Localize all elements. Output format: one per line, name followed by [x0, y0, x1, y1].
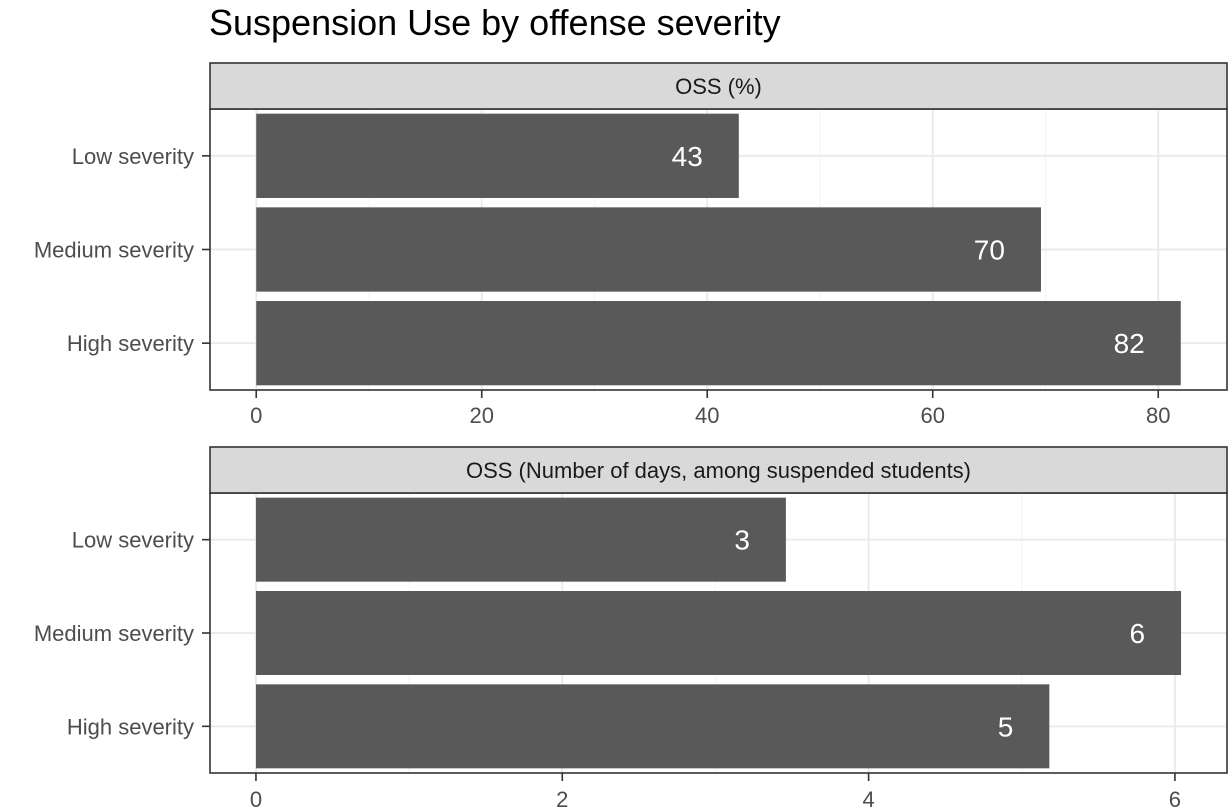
x-tick-label: 2 [556, 787, 568, 812]
y-tick-label: Low severity [72, 528, 194, 553]
x-tick-label: 80 [1146, 403, 1170, 428]
bar-label-3: 82 [1114, 328, 1145, 359]
bar-label-2: 70 [974, 235, 1005, 266]
y-tick-label: High severity [67, 714, 194, 739]
facet-strip-label: OSS (%) [675, 74, 762, 99]
bar-1 [255, 497, 786, 582]
bar-label-1: 3 [734, 525, 750, 556]
bar-label-1: 43 [672, 141, 703, 172]
x-tick-label: 6 [1169, 787, 1181, 812]
y-tick-label: Medium severity [34, 621, 194, 646]
facet-strip-label: OSS (Number of days, among suspended stu… [466, 458, 971, 483]
bar-2 [256, 207, 1041, 292]
bar-label-2: 6 [1129, 618, 1145, 649]
facet-strip [209, 62, 1228, 110]
bar-3 [256, 301, 1181, 386]
facet-strip [209, 446, 1228, 494]
x-tick-label: 20 [469, 403, 493, 428]
x-tick-label: 60 [920, 403, 944, 428]
x-tick-label: 40 [695, 403, 719, 428]
bar-3 [255, 684, 1050, 769]
x-tick-label: 0 [250, 787, 262, 812]
y-tick-label: Low severity [72, 144, 194, 169]
y-tick-label: Medium severity [34, 238, 194, 263]
y-tick-label: High severity [67, 331, 194, 356]
bar-label-3: 5 [998, 711, 1014, 742]
bar-2 [255, 591, 1182, 675]
x-tick-label: 0 [250, 403, 262, 428]
chart-title: Suspension Use by offense severity [209, 2, 781, 43]
bar-1 [256, 113, 739, 198]
x-tick-label: 4 [862, 787, 874, 812]
